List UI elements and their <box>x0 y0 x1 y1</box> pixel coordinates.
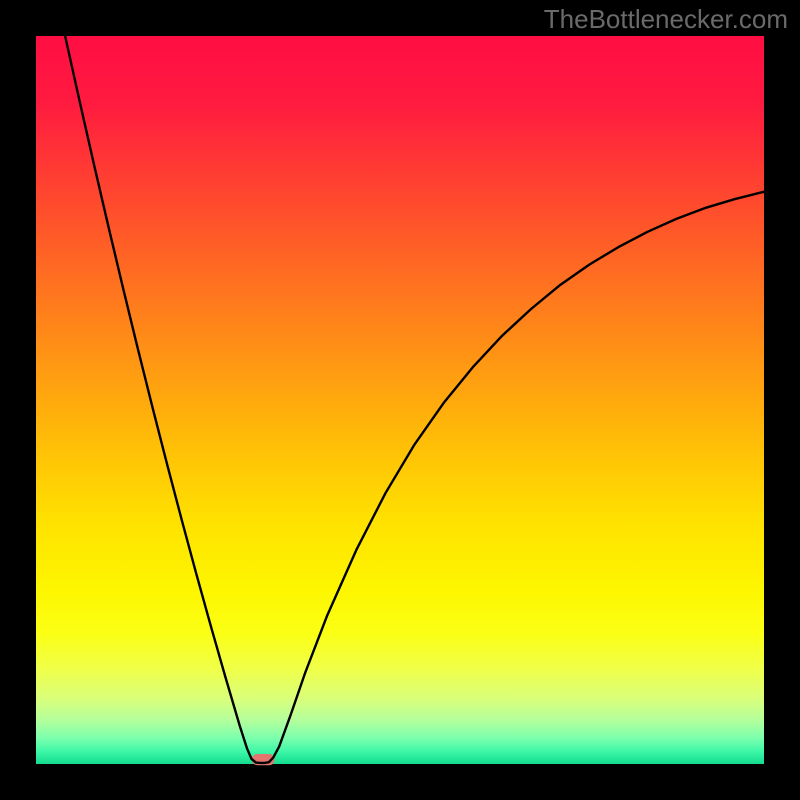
plot-area <box>36 36 764 764</box>
watermark-text: TheBottlenecker.com <box>544 4 788 35</box>
chart-stage: TheBottlenecker.com <box>0 0 800 800</box>
curve-layer <box>36 36 764 764</box>
gradient-fill <box>36 36 764 764</box>
